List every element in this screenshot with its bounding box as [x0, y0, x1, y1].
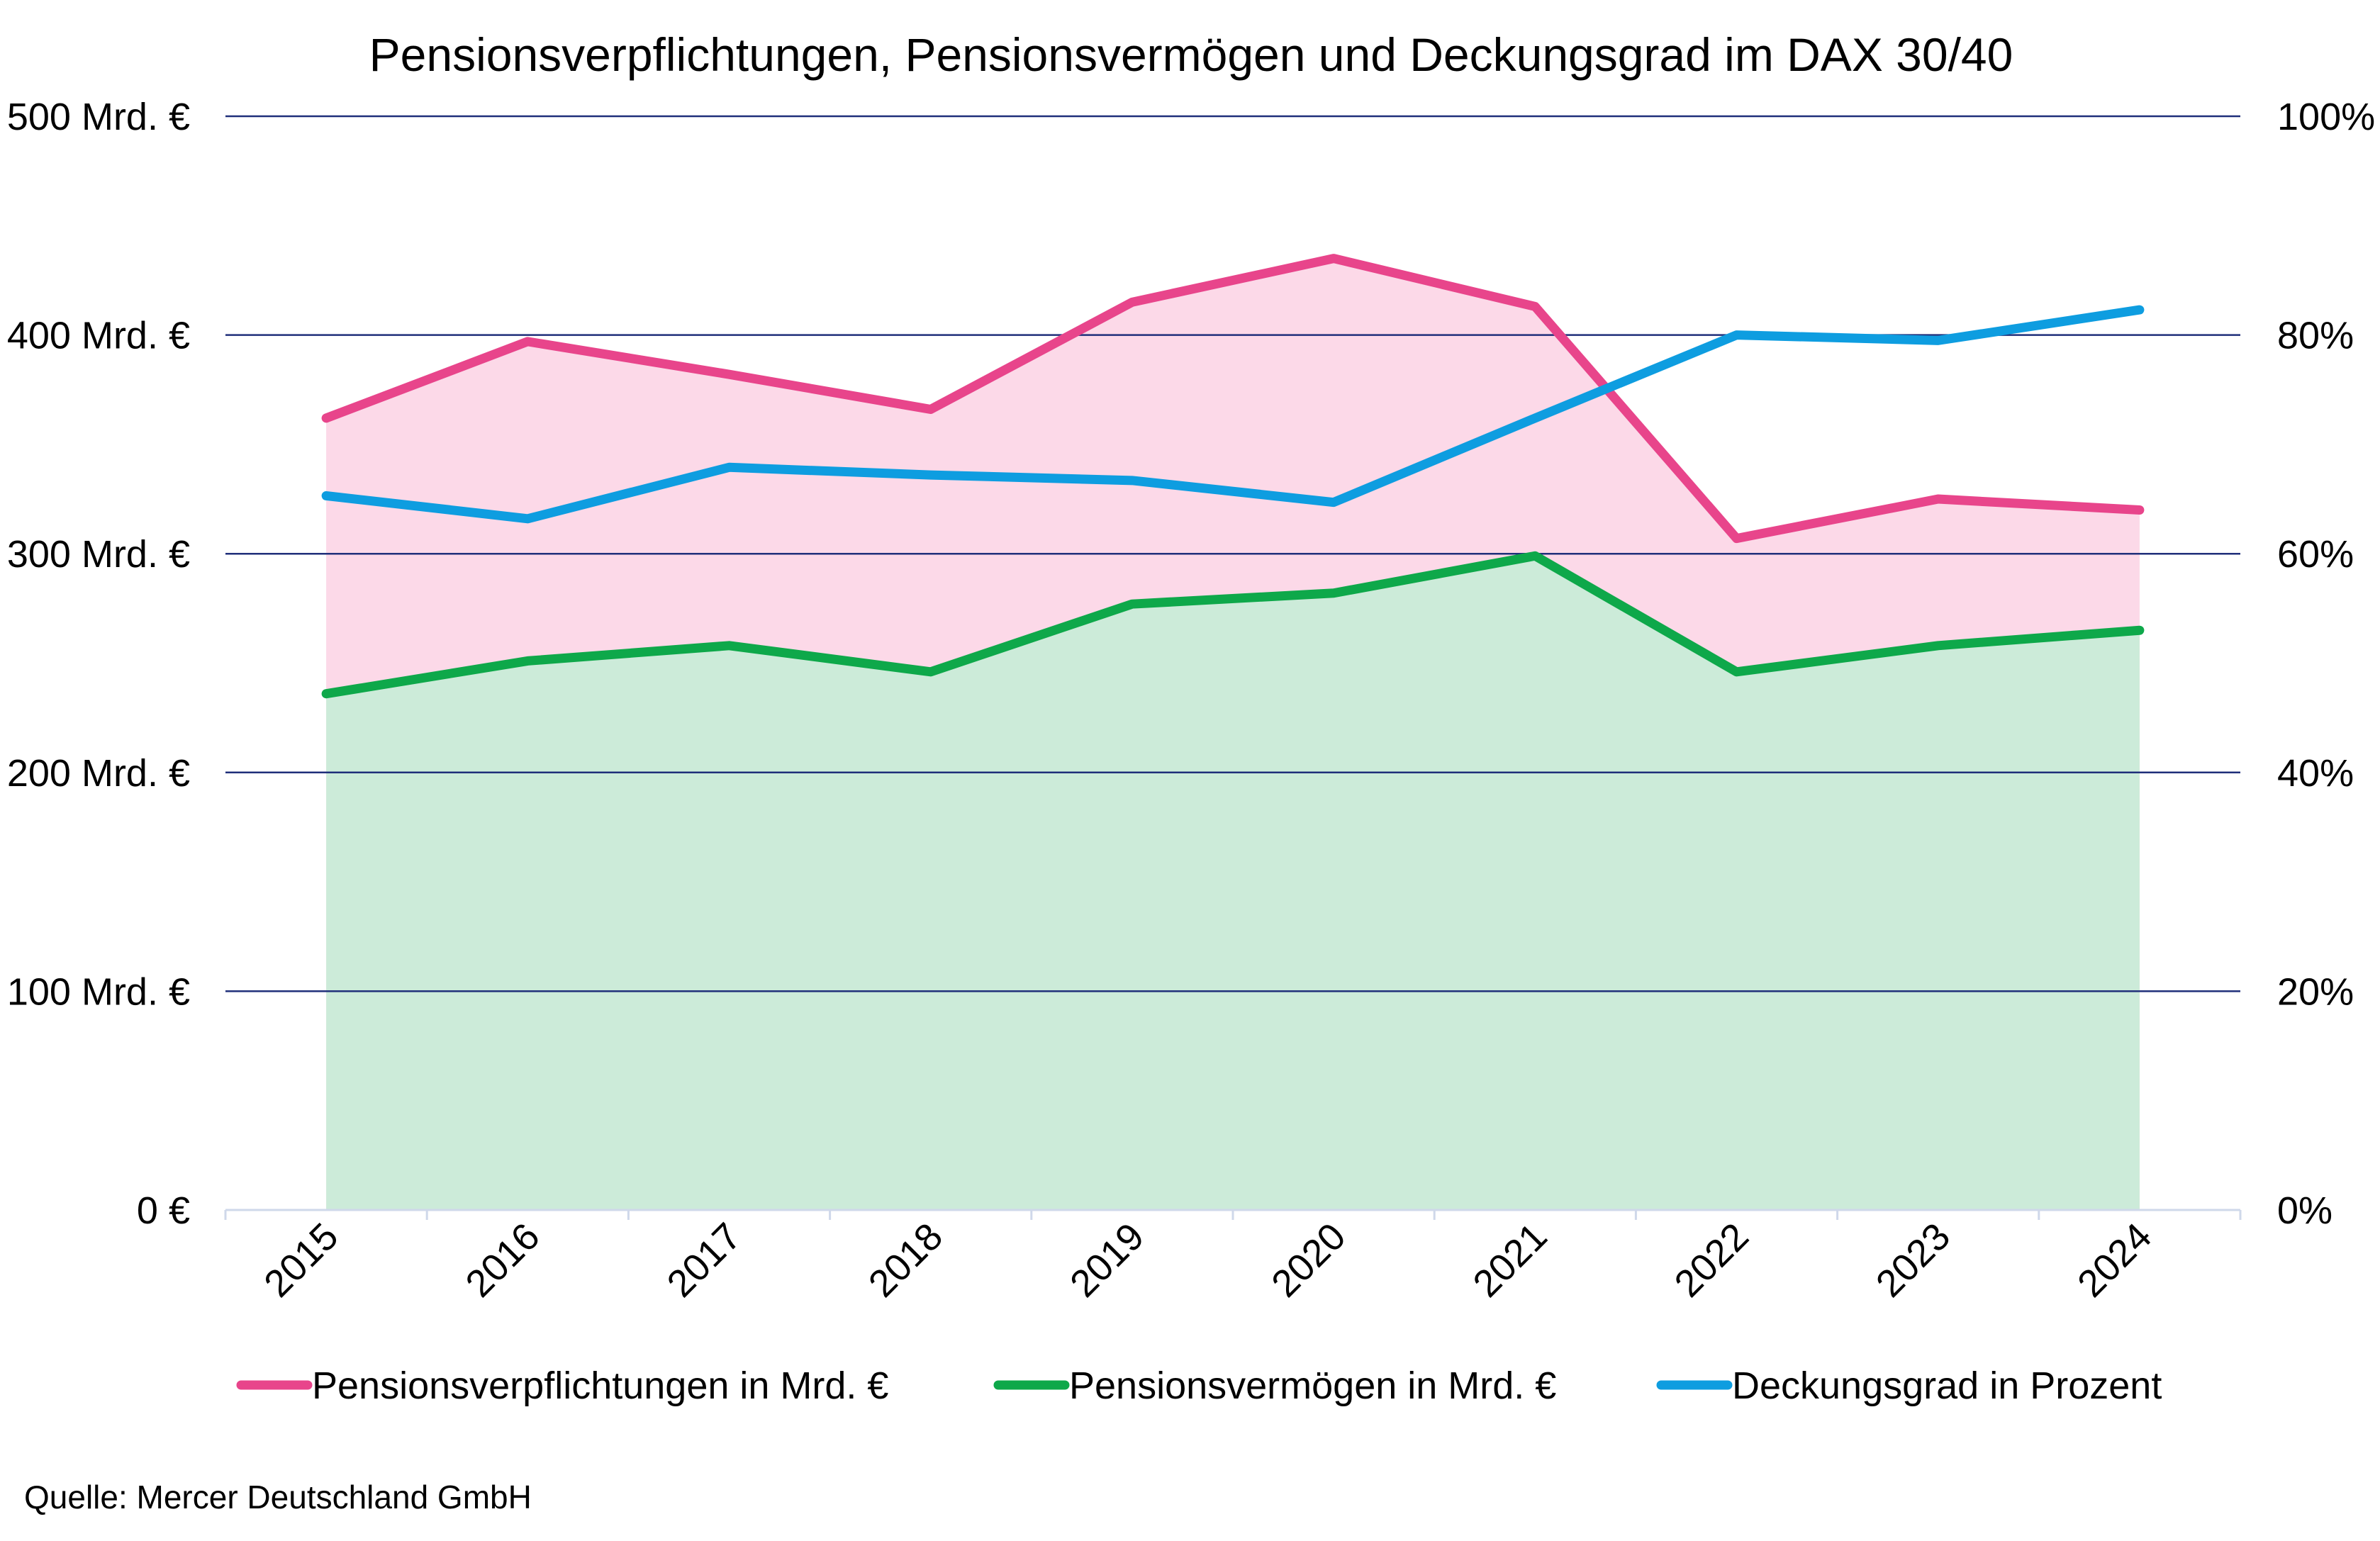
legend-label-3: Deckungsgrad in Prozent	[1732, 1365, 2162, 1407]
x-tick-label: 2018	[861, 1215, 951, 1305]
area-layer	[326, 258, 2140, 1211]
y-left-tick-label: 0 €	[137, 1189, 190, 1232]
legend-label-2: Pensionsvermögen in Mrd. €	[1069, 1365, 1556, 1407]
series-line-layer	[321, 254, 2145, 699]
legend-label-1: Pensionsverpflichtungen in Mrd. €	[312, 1365, 888, 1407]
x-tick-label: 2021	[1465, 1215, 1555, 1305]
x-tick-label: 2017	[659, 1215, 749, 1305]
series-line-3	[321, 305, 2145, 524]
series-line-2	[321, 551, 2145, 699]
y-left-tick-label: 100 Mrd. €	[7, 970, 190, 1013]
x-tick-label: 2022	[1667, 1215, 1757, 1305]
y-left-tick-label: 300 Mrd. €	[7, 533, 190, 576]
y-right-tick-label: 0%	[2277, 1189, 2332, 1232]
y-left-tick-label: 200 Mrd. €	[7, 752, 190, 795]
y-right-tick-label: 80%	[2277, 315, 2354, 357]
chart-title: Pensionsverpflichtungen, Pensionsvermöge…	[369, 28, 2013, 81]
y-right-tick-label: 100%	[2277, 96, 2375, 138]
x-tick-label: 2019	[1062, 1215, 1152, 1305]
x-tick-label: 2024	[2069, 1215, 2160, 1305]
grid-layer	[225, 115, 2240, 992]
x-tick-label: 2015	[256, 1215, 346, 1305]
area-series-2	[326, 556, 2140, 1210]
y-right-tick-label: 20%	[2277, 970, 2354, 1013]
y-left-tick-label: 400 Mrd. €	[7, 315, 190, 357]
source-note: Quelle: Mercer Deutschland GmbH	[24, 1479, 532, 1515]
series-line-1	[321, 254, 2145, 544]
y-right-tick-label: 40%	[2277, 752, 2354, 795]
x-tick-label: 2020	[1263, 1215, 1353, 1305]
y-left-tick-label: 500 Mrd. €	[7, 96, 190, 138]
x-tick-label: 2023	[1868, 1215, 1958, 1305]
legend: Pensionsverpflichtungen in Mrd. € Pension…	[236, 1365, 2162, 1407]
y-right-tick-label: 60%	[2277, 533, 2354, 576]
x-tick-label: 2016	[457, 1215, 547, 1305]
